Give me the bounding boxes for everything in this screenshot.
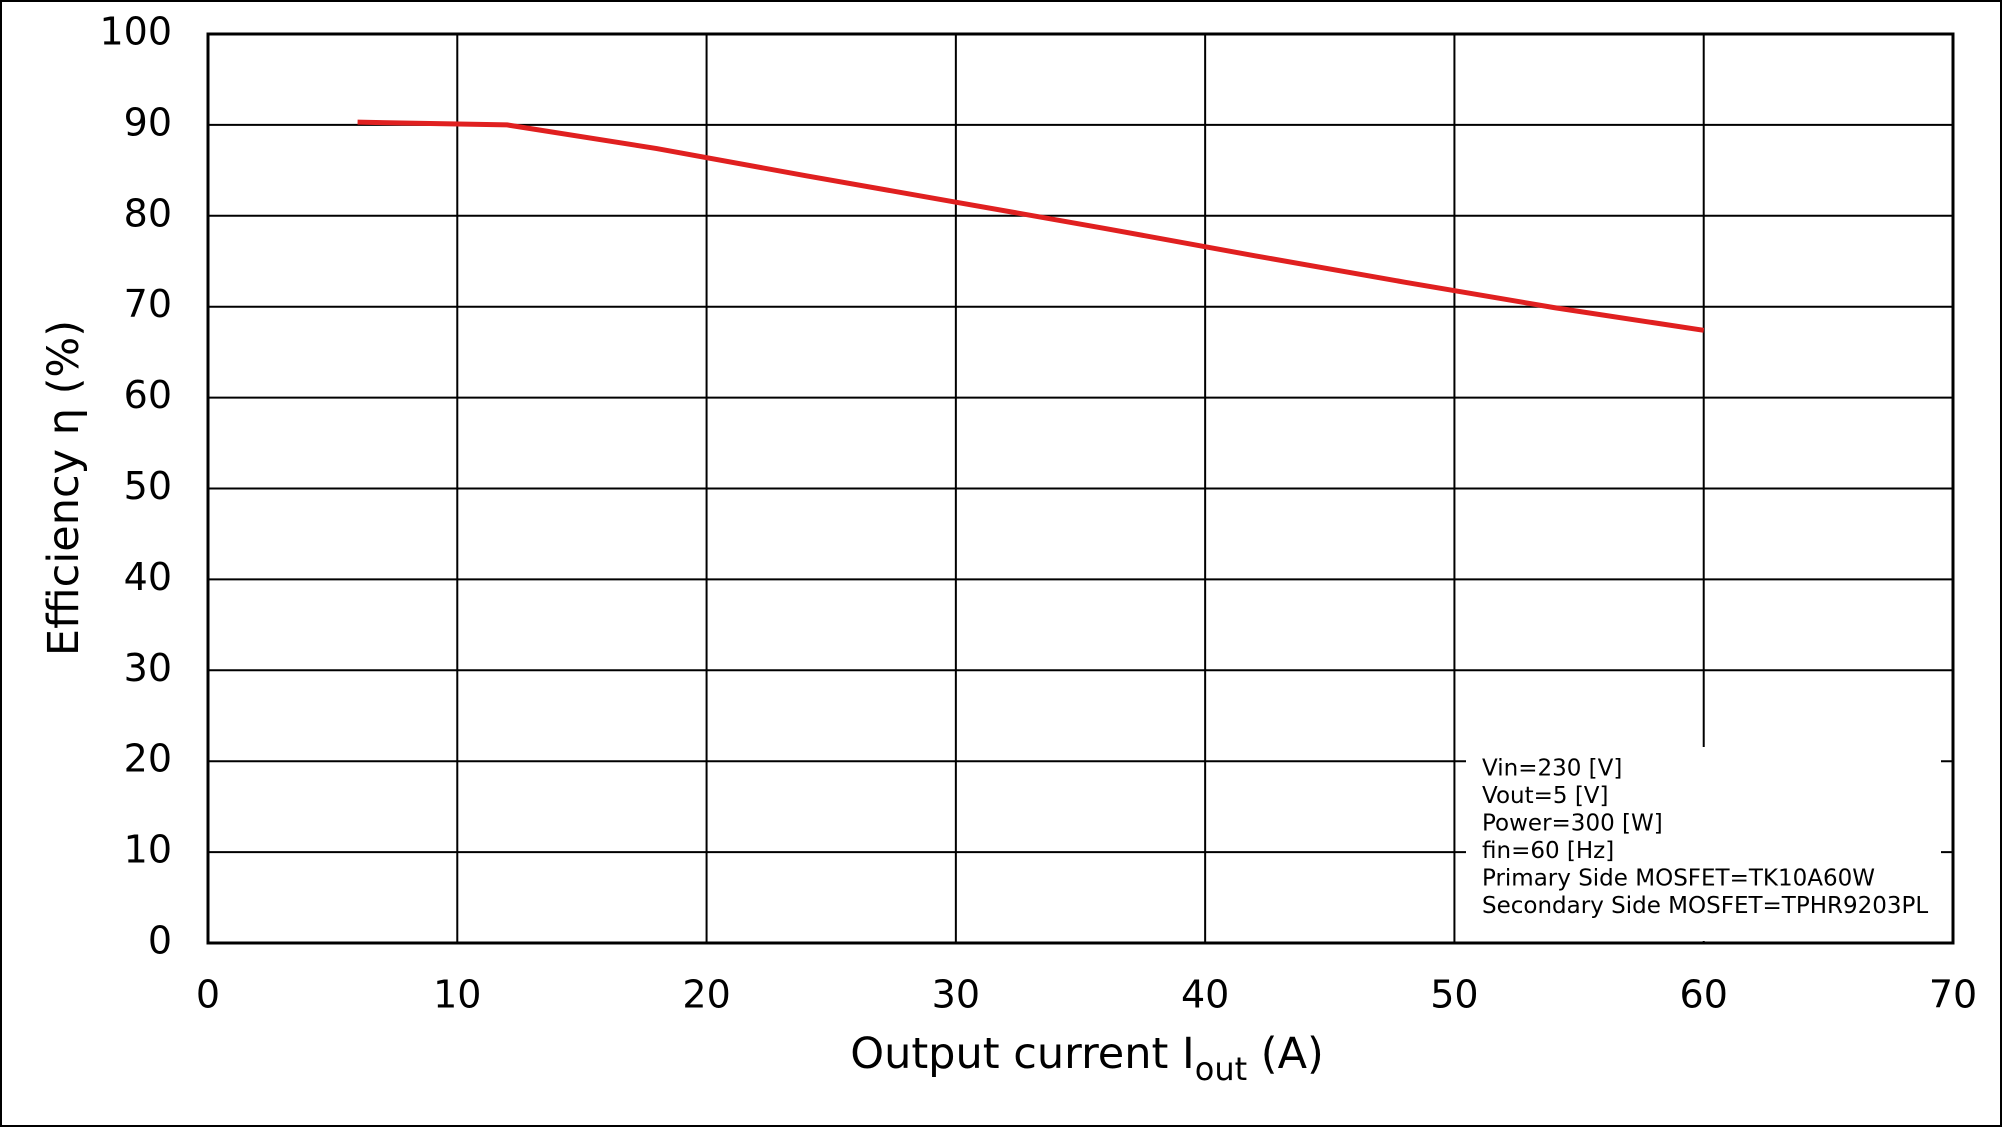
y-tick-label: 20 [124,737,172,781]
y-tick-label: 30 [124,646,172,690]
annotation: Vout=5 [V] [1482,783,1609,809]
y-tick-label: 70 [124,282,172,326]
y-tick-label: 100 [99,10,172,54]
x-tick-label: 20 [682,973,730,1017]
y-tick-label: 80 [124,191,172,235]
y-axis-label: Efficiency η (%) [39,320,89,656]
x-tick-label: 70 [1929,973,1977,1017]
annotation: Power=300 [W] [1482,811,1663,837]
annotation-box [1466,747,1941,941]
y-tick-label: 10 [124,828,172,872]
x-label-subscript: out [1195,1050,1247,1088]
annotation: Secondary Side MOSFET=TPHR9203PL [1482,893,1928,919]
x-tick-label: 50 [1430,973,1478,1017]
x-tick-label: 10 [433,973,481,1017]
y-tick-label: 90 [124,100,172,144]
annotation: Vin=230 [V] [1482,756,1622,782]
x-tick-label: 60 [1680,973,1728,1017]
annotation: fin=60 [Hz] [1482,838,1614,864]
y-tick-label: 0 [148,919,172,963]
y-tick-label: 50 [124,464,172,508]
x-label-unit: (A) [1247,1029,1324,1079]
x-tick-label: 30 [932,973,980,1017]
data-line [357,119,1705,333]
x-axis-label: Output current Iout (A) [850,1029,1324,1088]
x-tick-label: 0 [196,973,220,1017]
y-tick-label: 40 [124,555,172,599]
y-tick-label: 60 [124,373,172,417]
x-tick-label: 40 [1181,973,1229,1017]
annotation: Primary Side MOSFET=TK10A60W [1482,866,1875,892]
plot-border [206,32,1955,945]
x-label-main: Output current I [850,1029,1195,1079]
